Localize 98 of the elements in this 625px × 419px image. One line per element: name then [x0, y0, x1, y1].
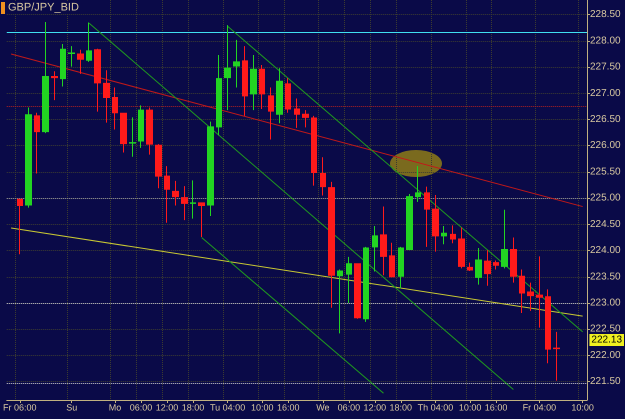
candlestick: [484, 250, 491, 286]
x-tick-label: Fr 04:00: [522, 402, 556, 412]
candlestick: [302, 110, 309, 128]
candlestick: [536, 256, 543, 328]
candlestick: [372, 225, 378, 272]
y-tick-label: 222.00: [590, 350, 622, 361]
x-tick-label: Mo: [108, 402, 122, 412]
y-tick-label: 227.50: [590, 62, 622, 73]
candlestick: [328, 181, 335, 308]
candlestick: [389, 242, 395, 278]
candlestick: [493, 260, 499, 270]
candlestick: [190, 180, 196, 220]
y-tick-label: 223.00: [590, 298, 622, 309]
y-tick-label: 223.50: [590, 271, 622, 282]
candlestick: [68, 46, 75, 68]
y-tick-label: 221.50: [590, 376, 622, 388]
candlestick: [398, 246, 404, 289]
candlestick: [77, 49, 84, 74]
candlestick: [346, 256, 352, 304]
x-tick-label: 16:00: [484, 402, 508, 412]
text: 222.13: [591, 334, 622, 346]
y-tick-label: 226.50: [590, 114, 622, 126]
candlestick: [25, 106, 32, 208]
candlestick: [17, 198, 23, 255]
x-tick-label: 18:00: [390, 402, 412, 412]
candlestick: [363, 246, 369, 322]
candlestick: [337, 268, 343, 334]
x-tick-label: Tu 04:00: [210, 402, 246, 412]
candlestick: [216, 54, 222, 136]
candlestick: [415, 166, 421, 202]
candlestick: [250, 54, 257, 111]
y-tick-label: 224.50: [590, 218, 622, 230]
candlestick: [129, 116, 136, 158]
y-tick-label: 228.50: [590, 9, 622, 20]
candlestick: [553, 331, 560, 382]
x-tick-label: 06:00: [338, 402, 360, 412]
x-tick-label: We: [316, 402, 330, 412]
x-tick-label: 18:00: [182, 402, 204, 412]
candlestick: [94, 48, 101, 112]
candlestick: [155, 144, 162, 189]
y-tick-label: 224.00: [590, 245, 622, 256]
candlestick: [112, 87, 118, 130]
candlestick: [207, 121, 214, 216]
candlestick: [406, 193, 413, 251]
candlestick: [545, 288, 551, 364]
candlestick: [519, 268, 525, 314]
x-tick-label: 06:00: [130, 402, 152, 412]
chart-title: GBP/JPY_BID: [8, 2, 79, 14]
candlestick: [354, 263, 361, 320]
candlestick: [276, 68, 283, 124]
y-tick-label: 227.00: [590, 88, 622, 99]
x-tick-label: 12:00: [364, 402, 386, 412]
y-tick-label: 228.00: [590, 35, 622, 46]
candlestick: [501, 209, 508, 269]
candlestick: [458, 227, 465, 269]
candlestick: [259, 64, 265, 110]
candlestick: [380, 206, 387, 276]
candlestick: [120, 112, 127, 154]
candlestick: [60, 44, 66, 87]
candlestick: [311, 115, 317, 186]
x-tick-label: Th 04:00: [418, 402, 454, 412]
y-tick-label: 225.50: [590, 166, 622, 178]
candlestick: [42, 22, 49, 134]
candlestick: [233, 39, 240, 88]
candlestick: [510, 236, 517, 284]
x-tick-label: 12:00: [156, 402, 178, 412]
candlestick: [320, 156, 326, 196]
candlestick: [198, 202, 205, 238]
candlestick: [242, 46, 248, 116]
y-tick-label: 225.00: [590, 192, 622, 204]
x-tick-label: 16:00: [276, 402, 300, 412]
x-tick-label: 10:00: [571, 402, 594, 412]
candlestick: [285, 78, 291, 114]
candlestick: [294, 98, 300, 128]
candlestick: [424, 186, 430, 248]
x-tick-label: 10:00: [250, 402, 274, 412]
candlestick: [86, 22, 92, 62]
candlestick: [172, 180, 179, 206]
candlestick: [432, 194, 439, 252]
candlestick: [181, 186, 188, 221]
candlestick: [268, 87, 274, 140]
x-tick-label: Su: [66, 402, 78, 412]
y-tick-label: 222.50: [590, 324, 622, 335]
candlestick: [441, 225, 447, 245]
candlestick: [138, 104, 144, 148]
candlestick: [146, 106, 153, 156]
y-tick-label: 226.00: [590, 140, 622, 152]
candlestick: [527, 282, 534, 312]
x-tick-label: 10:00: [458, 402, 482, 412]
candlestick: [450, 224, 456, 244]
candlestick: [475, 247, 482, 286]
candlestick: [34, 112, 40, 174]
candlestick: [51, 70, 58, 101]
candlestick: [103, 70, 110, 124]
candlestick: [164, 166, 170, 224]
candlestick: [224, 24, 231, 111]
x-tick-label: Fr 06:00: [2, 402, 37, 412]
candlestick: [467, 262, 473, 272]
